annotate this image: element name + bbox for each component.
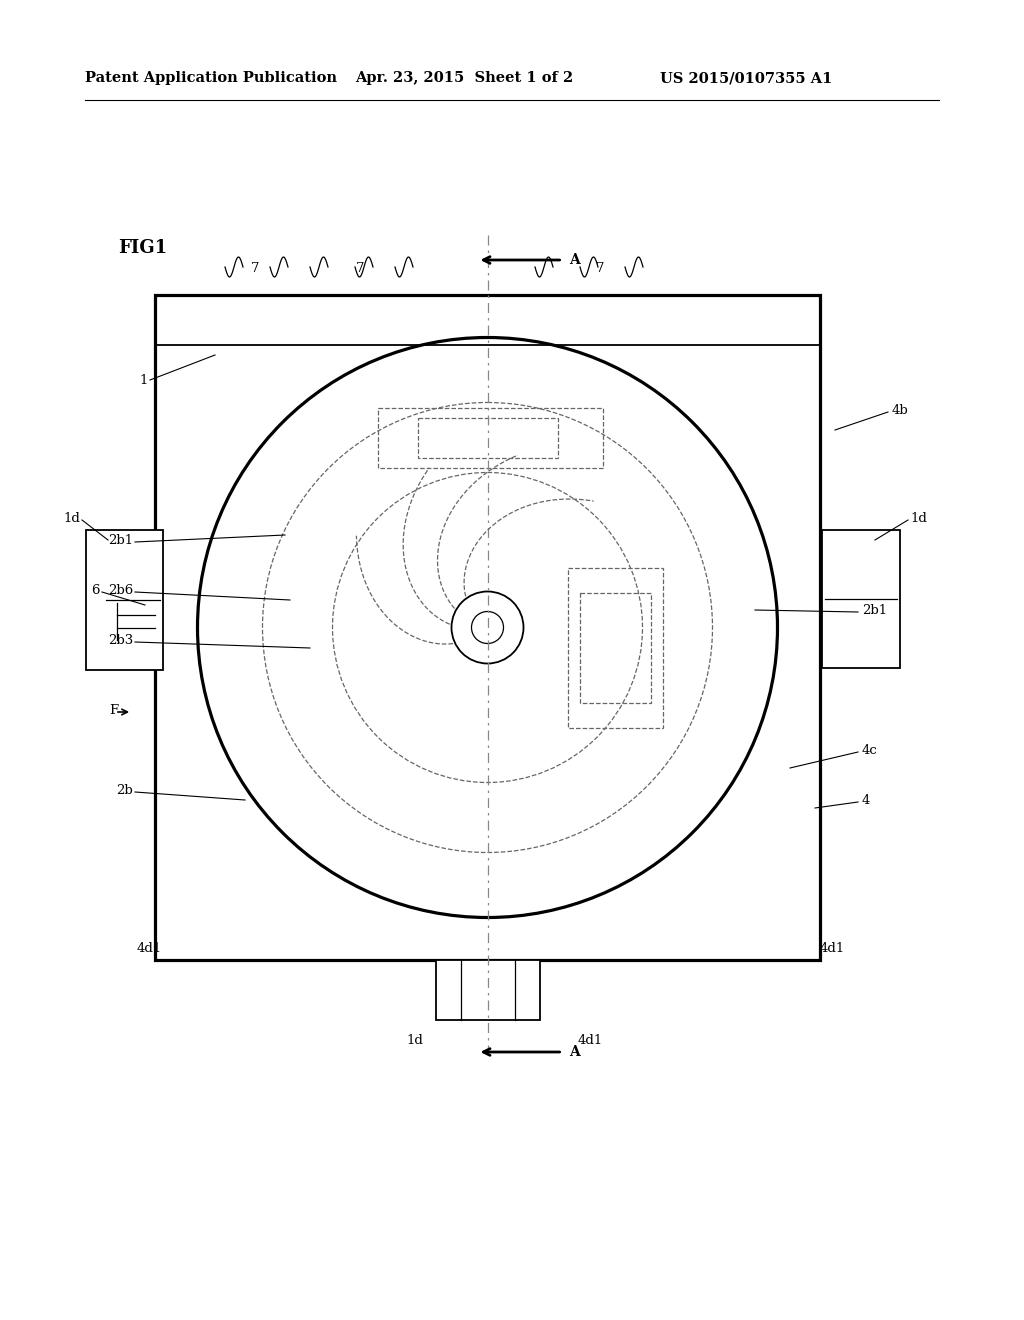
Text: FIG1: FIG1 <box>118 239 167 257</box>
Bar <box>567 568 663 727</box>
Bar <box>378 408 602 467</box>
Text: F: F <box>109 704 118 717</box>
Text: 4d1: 4d1 <box>137 941 162 954</box>
Bar <box>155 294 820 960</box>
Text: 7: 7 <box>596 261 604 275</box>
Text: Patent Application Publication: Patent Application Publication <box>85 71 337 84</box>
Bar <box>155 294 820 345</box>
Bar <box>86 531 163 671</box>
Bar <box>580 593 650 702</box>
Text: 4d1: 4d1 <box>820 941 845 954</box>
Text: 2b6: 2b6 <box>108 583 133 597</box>
Bar <box>418 417 557 458</box>
Text: Apr. 23, 2015  Sheet 1 of 2: Apr. 23, 2015 Sheet 1 of 2 <box>355 71 573 84</box>
Text: A: A <box>569 253 581 267</box>
Text: 1d: 1d <box>910 511 927 524</box>
Text: 2b1: 2b1 <box>862 603 887 616</box>
Text: 1d: 1d <box>407 1034 424 1047</box>
Text: 7: 7 <box>251 261 259 275</box>
Text: 4: 4 <box>862 793 870 807</box>
Text: 4d1: 4d1 <box>578 1034 603 1047</box>
Bar <box>822 531 900 668</box>
Bar <box>435 960 540 1020</box>
Text: 1d: 1d <box>63 511 80 524</box>
Text: 2b1: 2b1 <box>108 533 133 546</box>
Text: 2b: 2b <box>117 784 133 796</box>
Text: 2b3: 2b3 <box>108 634 133 647</box>
Text: US 2015/0107355 A1: US 2015/0107355 A1 <box>660 71 833 84</box>
Text: 4b: 4b <box>892 404 908 417</box>
Text: A: A <box>569 1045 581 1059</box>
Text: 7: 7 <box>355 261 365 275</box>
Text: 1: 1 <box>139 374 148 387</box>
Text: 6: 6 <box>91 583 100 597</box>
Text: 4c: 4c <box>862 743 878 756</box>
